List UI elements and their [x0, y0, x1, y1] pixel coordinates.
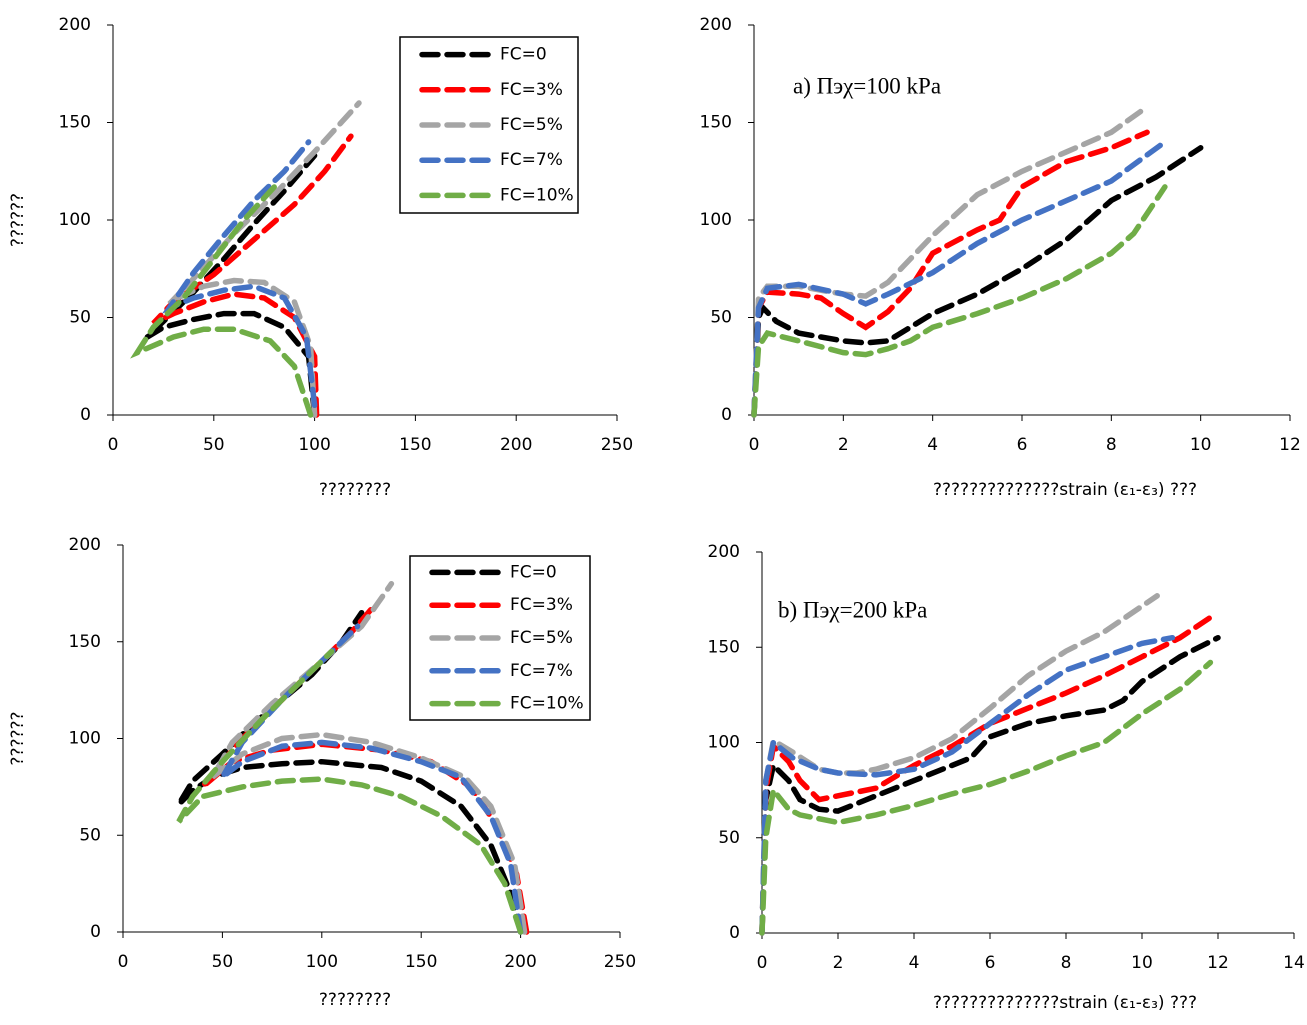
x-axis-title: ????????: [319, 480, 391, 500]
series-line: [759, 634, 1221, 936]
x-tick-label: 4: [909, 953, 920, 973]
x-tick-label: 6: [1017, 435, 1028, 455]
series-line: [759, 634, 1176, 936]
x-tick-label: 6: [985, 953, 996, 973]
y-tick-label: 200: [59, 15, 91, 35]
x-tick-label: 250: [604, 952, 636, 972]
x-tick-label: 200: [504, 952, 536, 972]
legend-label: FC=0: [510, 562, 557, 582]
series-line: [751, 184, 1168, 418]
legend-label: FC=10%: [510, 694, 584, 714]
x-tick-label: 50: [203, 435, 225, 455]
x-tick-label: 150: [405, 952, 437, 972]
x-tick-label: 10: [1131, 953, 1153, 973]
x-tick-label: 8: [1106, 435, 1117, 455]
series-line: [759, 593, 1160, 936]
x-tick-label: 14: [1283, 953, 1305, 973]
y-tick-label: 0: [729, 923, 740, 943]
series-line: [751, 139, 1168, 418]
x-axis-title: ??????????????strain (ε₁-ε₃) ???: [933, 993, 1197, 1013]
series-line: [759, 659, 1214, 936]
x-tick-label: 100: [298, 435, 330, 455]
x-tick-label: 100: [306, 952, 338, 972]
annotation: b) Πэχ=200 kPa: [778, 597, 927, 622]
y-tick-label: 50: [710, 308, 732, 328]
y-tick-label: 50: [79, 825, 101, 845]
x-axis-title: ????????: [319, 990, 391, 1010]
series-line: [145, 152, 318, 418]
x-tick-label: 200: [500, 435, 532, 455]
y-tick-label: 100: [700, 210, 732, 230]
y-tick-label: 100: [708, 733, 740, 753]
x-tick-label: 10: [1190, 435, 1212, 455]
series-line: [167, 100, 362, 418]
legend-label: FC=5%: [510, 628, 573, 648]
legend-label: FC=7%: [510, 661, 573, 681]
x-tick-label: 2: [833, 953, 844, 973]
y-tick-label: 150: [708, 637, 740, 657]
series-line: [130, 184, 314, 418]
y-tick-label: 0: [721, 405, 732, 425]
y-tick-label: 200: [708, 542, 740, 562]
y-tick-label: 200: [69, 535, 101, 555]
y-tick-label: 100: [59, 210, 91, 230]
y-tick-label: 0: [80, 405, 91, 425]
y-tick-label: 200: [700, 15, 732, 35]
y-tick-label: 150: [700, 113, 732, 133]
series-line: [759, 612, 1217, 936]
legend-label: FC=7%: [500, 150, 563, 170]
x-tick-label: 4: [927, 435, 938, 455]
y-axis-title: ??????: [8, 193, 28, 247]
series-line: [151, 133, 354, 418]
x-tick-label: 0: [757, 953, 768, 973]
legend-label: FC=3%: [510, 595, 573, 615]
x-tick-label: 0: [118, 952, 129, 972]
x-tick-label: 12: [1279, 435, 1301, 455]
series-line: [161, 139, 318, 409]
legend-label: FC=3%: [500, 80, 563, 100]
annotation: a) Πэχ=100 kPa: [793, 73, 941, 98]
series-line: [751, 145, 1204, 418]
x-tick-label: 150: [399, 435, 431, 455]
legend-label: FC=5%: [500, 115, 563, 135]
y-tick-label: 150: [59, 113, 91, 133]
x-axis-title: ??????????????strain (ε₁-ε₃) ???: [933, 480, 1197, 500]
x-tick-label: 12: [1207, 953, 1229, 973]
x-tick-label: 2: [838, 435, 849, 455]
x-tick-label: 50: [212, 952, 234, 972]
legend-label: FC=0: [500, 45, 547, 65]
x-tick-label: 0: [108, 435, 119, 455]
y-tick-label: 50: [69, 308, 91, 328]
legend-label: FC=10%: [500, 185, 574, 205]
y-tick-label: 0: [90, 922, 101, 942]
y-axis-title: ??????: [8, 711, 28, 765]
x-tick-label: 0: [749, 435, 760, 455]
series-line: [751, 129, 1150, 418]
x-tick-label: 8: [1061, 953, 1072, 973]
y-tick-label: 100: [69, 729, 101, 749]
y-tick-label: 150: [69, 632, 101, 652]
x-tick-label: 250: [601, 435, 633, 455]
y-tick-label: 50: [718, 828, 740, 848]
series-line: [176, 648, 524, 935]
